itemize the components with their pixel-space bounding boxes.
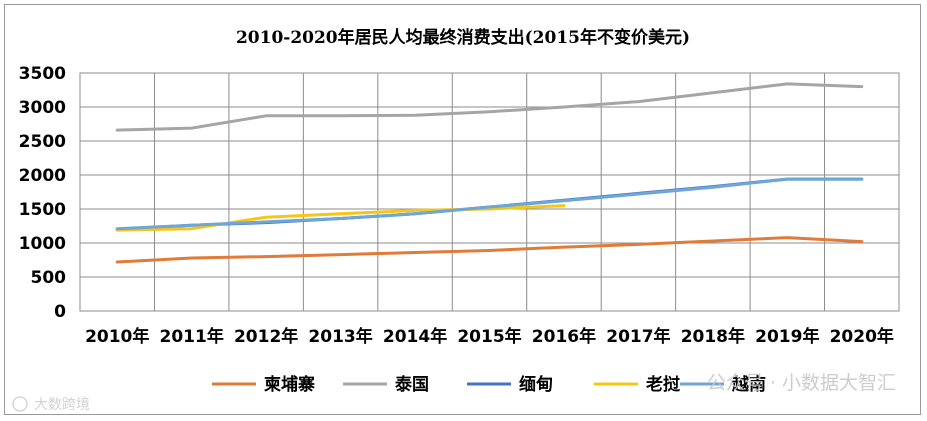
legend-label: 泰国 <box>395 374 429 395</box>
legend-label: 越南 <box>731 374 766 395</box>
y-tick-label: 0 <box>54 302 66 322</box>
x-tick-label: 2020年 <box>830 326 894 347</box>
y-tick-label: 2000 <box>19 166 66 186</box>
chart-frame <box>4 4 921 415</box>
legend: 柬埔寨 泰国 缅甸 老挝 越南 <box>212 374 766 395</box>
legend-label: 缅甸 <box>519 374 553 395</box>
x-tick-label: 2016年 <box>532 326 596 347</box>
watermark-left-text: 大数跨境 <box>34 397 90 413</box>
x-tick-label: 2018年 <box>681 326 745 347</box>
y-tick-label: 1000 <box>19 234 66 254</box>
legend-label: 老挝 <box>645 374 681 395</box>
legend-label: 柬埔寨 <box>264 374 315 395</box>
x-tick-label: 2014年 <box>383 326 447 347</box>
y-tick-label: 1500 <box>19 200 66 220</box>
series-line-越南 <box>115 177 864 231</box>
y-tick-label: 500 <box>31 268 67 288</box>
x-axis-ticks: 2010年 2011年 2012年 2013年 2014年 2015年 2016年 2017年… <box>85 326 894 347</box>
series-lines <box>115 82 864 264</box>
x-tick-label: 2013年 <box>308 326 372 347</box>
y-tick-label: 3000 <box>19 98 66 118</box>
x-tick-label: 2015年 <box>457 326 521 347</box>
y-tick-label: 2500 <box>19 132 66 152</box>
y-tick-label: 3500 <box>19 64 66 84</box>
series-line-泰国 <box>115 82 864 132</box>
chart-title: 2010-2020年居民人均最终消费支出(2015年不变价美元) <box>236 27 690 48</box>
x-tick-label: 2012年 <box>234 326 298 347</box>
x-tick-label: 2019年 <box>755 326 819 347</box>
x-tick-label: 2017年 <box>606 326 670 347</box>
x-tick-label: 2011年 <box>160 326 224 347</box>
series-line-柬埔寨 <box>115 236 864 264</box>
y-axis-ticks: 0 500 1000 1500 2000 2500 3000 3500 <box>19 64 66 322</box>
watermark-right: 公众号 · 小数据大智汇 <box>707 372 896 394</box>
watermark-left: 大数跨境 <box>12 396 90 413</box>
x-tick-label: 2010年 <box>85 326 149 347</box>
series-line-老挝 <box>115 204 566 232</box>
plot-area <box>79 72 900 312</box>
watermark-logo-icon <box>12 396 28 412</box>
